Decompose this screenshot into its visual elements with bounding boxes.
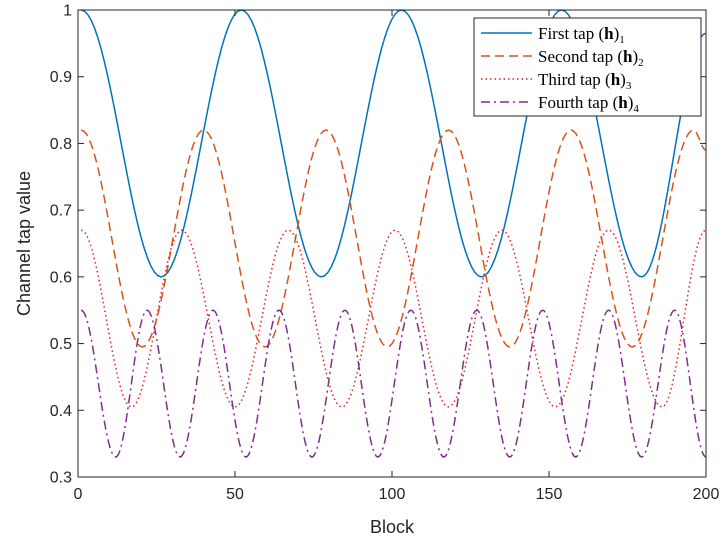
series-line-2 [80,129,707,348]
y-tick-label: 1 [63,3,72,20]
x-tick-label: 100 [379,486,406,503]
legend-label-3: Third tap (h)3 [538,70,632,92]
y-tick-label: 0.3 [50,470,72,487]
x-axis-label: Block [370,517,415,537]
x-tick-label: 200 [693,486,720,503]
y-tick-label: 0.8 [50,136,72,153]
y-tick-label: 0.7 [50,203,72,220]
y-tick-label: 0.4 [50,403,72,420]
legend-label-4: Fourth tap (h)4 [538,93,639,115]
legend-label-1: First tap (h)1 [538,24,625,46]
y-axis-label: Channel tap value [14,171,34,316]
x-tick-label: 150 [536,486,563,503]
y-tick-label: 0.5 [50,336,72,353]
x-tick-label: 0 [74,486,83,503]
y-tick-label: 0.9 [50,69,72,86]
tick-layer: 0 50 100 150 200 0.3 0.4 0.5 0.6 0.7 0.8 0.9 1 [50,3,720,504]
legend-label-2: Second tap (h)2 [538,47,644,69]
series-line-4 [80,309,707,458]
legend-box [473,17,702,117]
x-tick-label: 50 [226,486,244,503]
series-line-3 [80,229,707,408]
y-tick-label: 0.6 [50,269,72,286]
